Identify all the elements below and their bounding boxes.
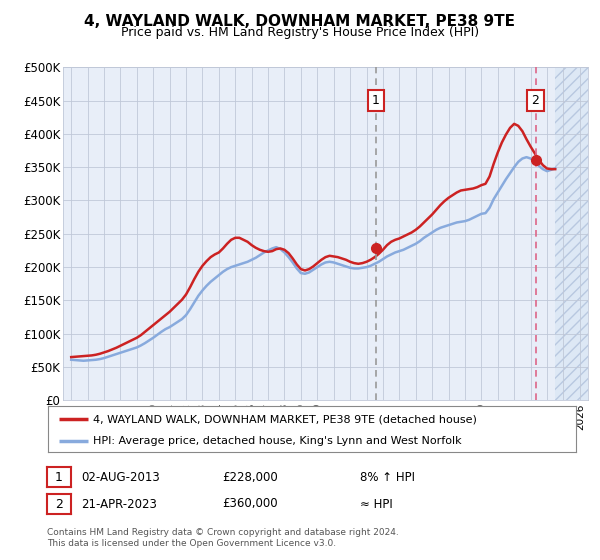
Text: 1: 1 — [55, 470, 63, 484]
Text: 2: 2 — [532, 94, 539, 107]
Text: 8% ↑ HPI: 8% ↑ HPI — [360, 470, 415, 484]
Text: £360,000: £360,000 — [222, 497, 278, 511]
Text: HPI: Average price, detached house, King's Lynn and West Norfolk: HPI: Average price, detached house, King… — [93, 436, 461, 446]
Text: Price paid vs. HM Land Registry's House Price Index (HPI): Price paid vs. HM Land Registry's House … — [121, 26, 479, 39]
Text: £228,000: £228,000 — [222, 470, 278, 484]
Bar — [555, 67, 588, 400]
Text: 4, WAYLAND WALK, DOWNHAM MARKET, PE38 9TE (detached house): 4, WAYLAND WALK, DOWNHAM MARKET, PE38 9T… — [93, 414, 477, 424]
Text: ≈ HPI: ≈ HPI — [360, 497, 393, 511]
Text: 2: 2 — [55, 497, 63, 511]
Text: 21-APR-2023: 21-APR-2023 — [81, 497, 157, 511]
Text: 4, WAYLAND WALK, DOWNHAM MARKET, PE38 9TE: 4, WAYLAND WALK, DOWNHAM MARKET, PE38 9T… — [85, 14, 515, 29]
Text: 02-AUG-2013: 02-AUG-2013 — [81, 470, 160, 484]
Text: Contains HM Land Registry data © Crown copyright and database right 2024.
This d: Contains HM Land Registry data © Crown c… — [47, 528, 398, 548]
Text: 1: 1 — [372, 94, 380, 107]
